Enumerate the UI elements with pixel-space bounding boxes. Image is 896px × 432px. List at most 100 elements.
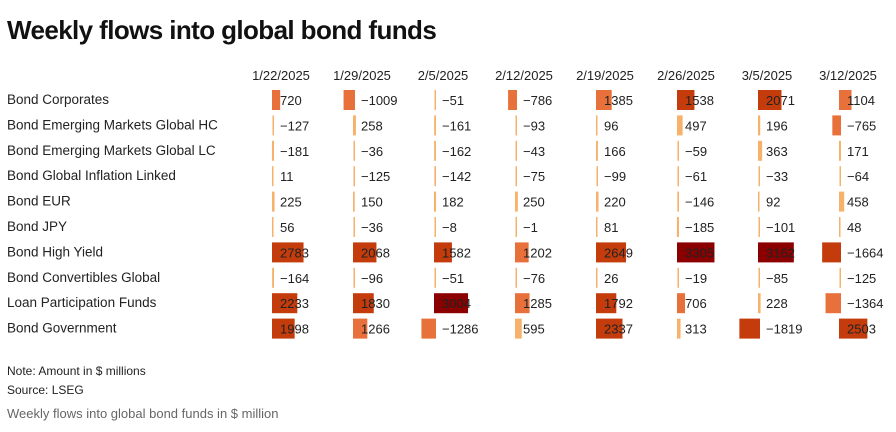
flow-bar <box>758 140 763 161</box>
flow-bar <box>434 166 436 187</box>
flow-value-label: 1538 <box>685 93 714 108</box>
flow-bar <box>758 267 760 288</box>
flow-value-label: 1582 <box>442 245 471 260</box>
row-label: Bond Emerging Markets Global HC <box>7 117 218 132</box>
flow-value-label: 1202 <box>523 245 552 260</box>
flow-value-label: 1385 <box>604 93 633 108</box>
flow-bar <box>596 90 612 110</box>
flow-bar <box>434 242 452 263</box>
flow-value-label: 363 <box>766 144 788 159</box>
flow-bar <box>758 242 794 263</box>
flow-bar <box>839 217 841 237</box>
flow-value-label: 2068 <box>361 245 390 260</box>
flow-bar <box>434 90 436 110</box>
column-header: 2/5/2025 <box>418 68 469 83</box>
row-label: Bond Emerging Markets Global LC <box>7 143 216 158</box>
flow-bar <box>353 267 355 288</box>
flow-bar <box>758 166 760 187</box>
flow-value-label: 706 <box>685 296 707 311</box>
flow-value-label: −43 <box>523 144 545 159</box>
flow-value-label: −19 <box>685 271 707 286</box>
flow-value-label: −127 <box>280 118 309 133</box>
flow-bar <box>515 217 517 237</box>
flow-value-label: 171 <box>847 144 869 159</box>
flow-value-label: −1286 <box>442 322 479 337</box>
flow-bar <box>758 90 782 110</box>
flow-bar <box>353 293 374 314</box>
flow-value-label: −142 <box>442 169 471 184</box>
flow-value-label: −101 <box>766 220 795 235</box>
flow-value-label: 1830 <box>361 296 390 311</box>
flow-bar <box>353 217 355 237</box>
flow-bar <box>353 242 377 263</box>
flow-bar <box>272 242 304 263</box>
flow-value-label: 250 <box>523 195 545 210</box>
flow-value-label: −51 <box>442 93 464 108</box>
flow-value-label: −96 <box>361 271 383 286</box>
flow-bar <box>515 166 517 187</box>
flow-bar <box>434 140 436 161</box>
flow-bar <box>677 293 686 314</box>
flow-value-label: −75 <box>523 169 545 184</box>
flow-bar <box>272 191 275 212</box>
flow-value-label: −164 <box>280 271 309 286</box>
flow-bar <box>677 140 679 161</box>
row-label: Bond JPY <box>7 219 67 234</box>
flow-value-label: 1104 <box>847 93 875 108</box>
flow-bar <box>515 140 517 161</box>
flow-value-label: 182 <box>442 195 464 210</box>
row-label: Bond Global Inflation Linked <box>7 168 176 183</box>
flow-bar <box>839 166 841 187</box>
flow-bar <box>596 267 598 288</box>
flow-value-label: 166 <box>604 144 626 159</box>
flow-value-label: 2649 <box>604 245 633 260</box>
flow-value-label: −146 <box>685 195 714 210</box>
column-header: 1/22/2025 <box>252 68 310 83</box>
flow-value-label: 2503 <box>847 322 876 337</box>
flow-value-label: 595 <box>523 322 545 337</box>
flow-value-label: 48 <box>847 220 861 235</box>
flow-value-label: −85 <box>766 271 788 286</box>
flow-value-label: 458 <box>847 195 869 210</box>
flow-bar <box>758 293 761 314</box>
flow-bar <box>677 115 683 136</box>
flow-bar <box>353 191 355 212</box>
flow-value-label: 92 <box>766 195 780 210</box>
flow-value-label: −181 <box>280 144 309 159</box>
flow-bar <box>677 166 679 187</box>
flow-value-label: −185 <box>685 220 714 235</box>
flow-bar <box>839 318 868 339</box>
row-label: Bond Corporates <box>7 92 109 107</box>
flow-bar <box>596 242 627 263</box>
flow-value-label: 228 <box>766 296 788 311</box>
flow-value-label: −51 <box>442 271 464 286</box>
flow-bar <box>677 90 695 110</box>
flow-bar <box>832 115 841 136</box>
flow-value-label: 2071 <box>766 93 795 108</box>
flow-value-label: 720 <box>280 93 302 108</box>
flow-bar <box>596 166 598 187</box>
flow-value-label: −61 <box>685 169 707 184</box>
flow-bar <box>758 217 760 237</box>
chart-caption: Weekly flows into global bond funds in $… <box>7 406 279 421</box>
flow-value-label: −1364 <box>847 296 884 311</box>
flow-bar <box>596 318 623 339</box>
flow-bar <box>272 293 298 314</box>
flow-value-label: −786 <box>523 93 552 108</box>
chart-title: Weekly flows into global bond funds <box>7 15 437 45</box>
flow-value-label: 1285 <box>523 296 552 311</box>
flow-bar <box>677 242 715 263</box>
chart-note: Note: Amount in $ millions <box>7 364 146 378</box>
flow-bar <box>839 90 852 110</box>
flow-value-label: 96 <box>604 118 618 133</box>
flow-bar <box>596 217 598 237</box>
flow-value-label: 56 <box>280 220 294 235</box>
column-header: 1/29/2025 <box>333 68 391 83</box>
flow-value-label: −1 <box>523 220 538 235</box>
bond-flows-chart: 1/22/2025 1/29/2025 2/5/2025 2/12/2025 2/19/… <box>7 68 884 339</box>
flow-value-label: −76 <box>523 271 545 286</box>
flow-value-label: 3004 <box>442 296 471 311</box>
flow-bar <box>596 293 617 314</box>
flow-bar <box>515 267 517 288</box>
flow-bar <box>272 90 281 110</box>
